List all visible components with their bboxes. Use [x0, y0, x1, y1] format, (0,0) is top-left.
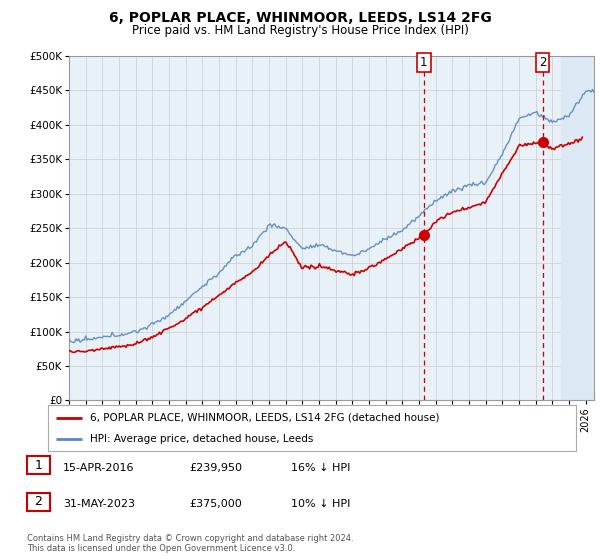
- Bar: [560, 56, 594, 400]
- Text: 2: 2: [34, 495, 43, 508]
- Text: Price paid vs. HM Land Registry's House Price Index (HPI): Price paid vs. HM Land Registry's House …: [131, 24, 469, 37]
- Text: 31-MAY-2023: 31-MAY-2023: [63, 499, 135, 509]
- Text: HPI: Average price, detached house, Leeds: HPI: Average price, detached house, Leed…: [90, 435, 314, 444]
- Text: Contains HM Land Registry data © Crown copyright and database right 2024.
This d: Contains HM Land Registry data © Crown c…: [27, 534, 353, 553]
- Text: £239,950: £239,950: [189, 463, 242, 473]
- Bar: [560, 56, 594, 400]
- Text: 1: 1: [420, 56, 428, 69]
- Text: 6, POPLAR PLACE, WHINMOOR, LEEDS, LS14 2FG: 6, POPLAR PLACE, WHINMOOR, LEEDS, LS14 2…: [109, 11, 491, 25]
- Text: 10% ↓ HPI: 10% ↓ HPI: [291, 499, 350, 509]
- Text: 15-APR-2016: 15-APR-2016: [63, 463, 134, 473]
- Text: 16% ↓ HPI: 16% ↓ HPI: [291, 463, 350, 473]
- Text: 6, POPLAR PLACE, WHINMOOR, LEEDS, LS14 2FG (detached house): 6, POPLAR PLACE, WHINMOOR, LEEDS, LS14 2…: [90, 413, 440, 423]
- Text: £375,000: £375,000: [189, 499, 242, 509]
- Text: 2: 2: [539, 56, 547, 69]
- Text: 1: 1: [34, 459, 43, 472]
